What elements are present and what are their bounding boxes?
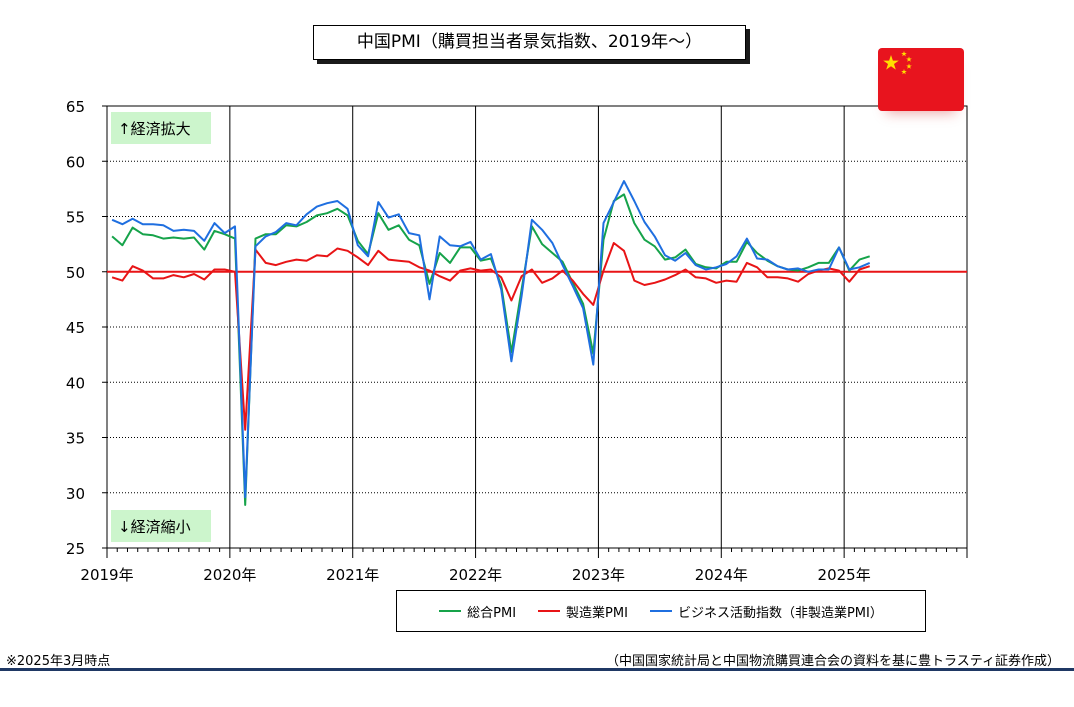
y-tick-label: 50 <box>66 264 85 282</box>
y-tick-label: 35 <box>66 430 85 448</box>
y-tick-label: 45 <box>66 319 85 337</box>
chart-legend: 総合PMI 製造業PMI ビジネス活動指数（非製造業PMI） <box>396 590 926 632</box>
legend-item-nonmanufacturing: ビジネス活動指数（非製造業PMI） <box>649 602 883 621</box>
legend-label-nonmanufacturing: ビジネス活動指数（非製造業PMI） <box>677 605 883 621</box>
legend-label-manufacturing: 製造業PMI <box>566 605 628 621</box>
legend-item-composite: 総合PMI <box>439 602 516 621</box>
chart-title: 中国PMI（購買担当者景気指数、2019年～） <box>313 25 746 60</box>
legend-swatch-nonmanufacturing <box>649 610 672 612</box>
series-line-nonmanufacturing <box>111 180 871 499</box>
legend-item-manufacturing: 製造業PMI <box>538 602 628 621</box>
y-tick-label: 60 <box>66 153 85 171</box>
y-tick-label: 25 <box>66 540 85 558</box>
plot-frame <box>106 105 968 549</box>
y-tick-label: 30 <box>66 485 85 503</box>
bottom-divider <box>0 668 1074 671</box>
annotation-up: ↑経済拡大 <box>118 120 191 138</box>
x-tick-label: 2024年 <box>695 566 748 584</box>
series-line-composite <box>111 193 871 506</box>
y-tick-label: 65 <box>66 98 85 116</box>
flag-small-star <box>901 51 907 57</box>
flag-small-star <box>901 69 907 75</box>
flag-large-star <box>883 55 899 70</box>
x-tick-label: 2023年 <box>572 566 625 584</box>
flag-small-star <box>906 63 912 69</box>
footnote-source: （中国国家統計局と中国物流購買連合会の資料を基に豊トラスティ証券作成） <box>606 654 1060 669</box>
annotation-down-bg <box>111 510 211 542</box>
x-tick-label: 2019年 <box>80 566 133 584</box>
x-tick-label: 2021年 <box>326 566 379 584</box>
flag-small-star <box>906 56 912 62</box>
annotation-down: ↓経済縮小 <box>118 518 191 536</box>
y-tick-label: 40 <box>66 374 85 392</box>
y-tick-label: 55 <box>66 209 85 227</box>
china-flag-icon <box>878 48 964 111</box>
annotation-up-bg <box>111 112 211 144</box>
legend-label-composite: 総合PMI <box>467 605 517 621</box>
legend-swatch-composite <box>439 610 462 612</box>
legend-swatch-manufacturing <box>538 610 561 612</box>
x-tick-label: 2022年 <box>449 566 502 584</box>
x-tick-label: 2025年 <box>818 566 871 584</box>
x-tick-label: 2020年 <box>203 566 256 584</box>
footnote-date: ※2025年3月時点 <box>6 654 111 669</box>
